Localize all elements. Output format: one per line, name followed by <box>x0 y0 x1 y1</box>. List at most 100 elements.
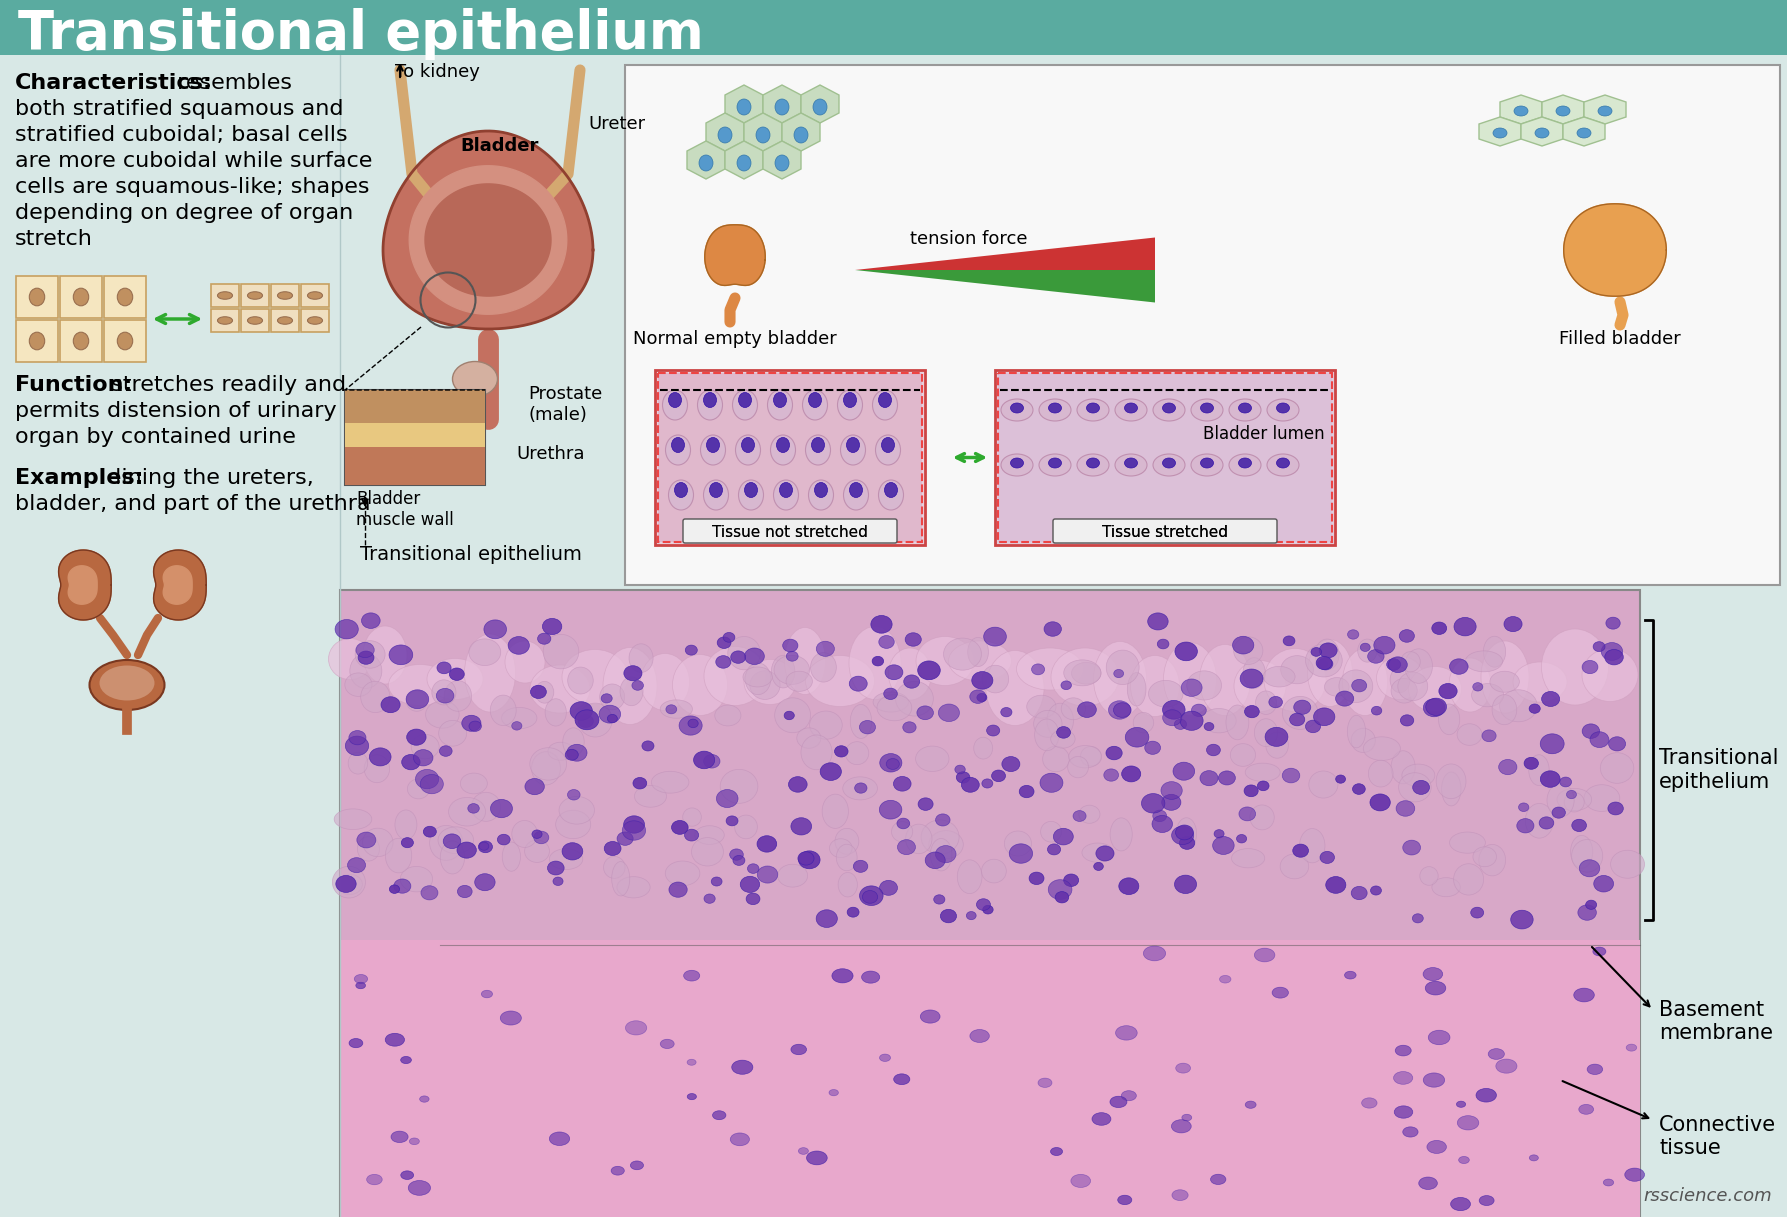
Ellipse shape <box>745 647 765 664</box>
Ellipse shape <box>502 842 520 871</box>
Ellipse shape <box>617 876 650 898</box>
Ellipse shape <box>767 389 792 420</box>
Ellipse shape <box>829 839 852 858</box>
Ellipse shape <box>390 645 413 664</box>
Ellipse shape <box>334 809 372 830</box>
Ellipse shape <box>1394 1071 1414 1084</box>
FancyBboxPatch shape <box>1053 518 1278 543</box>
Ellipse shape <box>1480 1195 1494 1206</box>
Ellipse shape <box>1514 662 1567 702</box>
Ellipse shape <box>758 836 777 852</box>
Ellipse shape <box>1179 711 1203 730</box>
Ellipse shape <box>366 1174 382 1184</box>
Ellipse shape <box>1578 905 1596 920</box>
Bar <box>658 372 922 542</box>
Ellipse shape <box>920 820 960 854</box>
Ellipse shape <box>1086 458 1099 469</box>
Ellipse shape <box>1437 764 1465 798</box>
Ellipse shape <box>983 666 1008 692</box>
Ellipse shape <box>357 651 373 664</box>
Ellipse shape <box>958 860 983 893</box>
Ellipse shape <box>547 862 565 875</box>
Ellipse shape <box>543 634 579 669</box>
Polygon shape <box>1480 117 1521 146</box>
Ellipse shape <box>218 292 232 299</box>
Ellipse shape <box>1201 403 1213 413</box>
Ellipse shape <box>1490 672 1519 692</box>
Ellipse shape <box>1428 1031 1449 1044</box>
Ellipse shape <box>1571 835 1592 868</box>
Ellipse shape <box>992 770 1006 781</box>
Text: rsscience.com: rsscience.com <box>1644 1187 1773 1205</box>
Text: Transitional epithelium: Transitional epithelium <box>18 9 704 60</box>
Ellipse shape <box>438 720 466 746</box>
Ellipse shape <box>1492 695 1517 725</box>
Ellipse shape <box>672 437 684 453</box>
Ellipse shape <box>1163 701 1185 719</box>
Bar <box>300 309 329 332</box>
Ellipse shape <box>772 655 795 688</box>
Ellipse shape <box>277 316 293 324</box>
Ellipse shape <box>449 797 486 826</box>
Ellipse shape <box>1594 641 1605 651</box>
Ellipse shape <box>879 393 892 408</box>
Ellipse shape <box>1115 399 1147 421</box>
Ellipse shape <box>307 316 322 324</box>
Ellipse shape <box>774 655 810 684</box>
Ellipse shape <box>436 689 454 703</box>
Ellipse shape <box>1422 699 1446 717</box>
Ellipse shape <box>1069 746 1101 768</box>
Ellipse shape <box>1004 831 1031 856</box>
Bar <box>241 309 270 332</box>
Ellipse shape <box>1426 699 1446 716</box>
Ellipse shape <box>1229 399 1262 421</box>
Text: lining the ureters,: lining the ureters, <box>107 469 315 488</box>
Ellipse shape <box>1163 458 1176 469</box>
Ellipse shape <box>881 437 895 453</box>
Ellipse shape <box>1401 714 1414 727</box>
Ellipse shape <box>1530 1155 1539 1161</box>
Ellipse shape <box>854 860 868 873</box>
Ellipse shape <box>1031 664 1045 674</box>
Ellipse shape <box>559 796 595 824</box>
Ellipse shape <box>604 841 622 856</box>
Ellipse shape <box>835 746 849 757</box>
Bar <box>658 372 922 542</box>
Ellipse shape <box>1576 128 1590 138</box>
Ellipse shape <box>1496 1059 1517 1073</box>
Ellipse shape <box>738 479 763 510</box>
Ellipse shape <box>1540 734 1564 753</box>
Ellipse shape <box>684 829 699 841</box>
Ellipse shape <box>981 859 1006 882</box>
Ellipse shape <box>1149 680 1183 707</box>
Ellipse shape <box>1480 845 1506 876</box>
Ellipse shape <box>1342 649 1387 716</box>
Ellipse shape <box>481 991 493 998</box>
Polygon shape <box>68 566 96 604</box>
Text: tension force: tension force <box>910 230 1028 248</box>
Ellipse shape <box>672 820 688 835</box>
Ellipse shape <box>1072 811 1086 821</box>
Ellipse shape <box>747 893 759 904</box>
Ellipse shape <box>808 393 822 408</box>
Ellipse shape <box>786 672 813 691</box>
Ellipse shape <box>561 650 627 705</box>
Ellipse shape <box>490 695 516 725</box>
Ellipse shape <box>701 434 726 465</box>
Bar <box>0 55 340 1217</box>
Ellipse shape <box>815 482 827 498</box>
Ellipse shape <box>1412 914 1422 922</box>
Ellipse shape <box>525 779 545 795</box>
Ellipse shape <box>665 862 701 886</box>
Polygon shape <box>1521 117 1564 146</box>
Ellipse shape <box>386 839 411 873</box>
Ellipse shape <box>1238 807 1256 820</box>
Ellipse shape <box>1190 399 1222 421</box>
Ellipse shape <box>969 638 988 667</box>
Ellipse shape <box>438 662 450 674</box>
Ellipse shape <box>1578 1104 1594 1115</box>
Text: depending on degree of organ: depending on degree of organ <box>14 203 354 223</box>
Text: To kidney: To kidney <box>395 63 481 82</box>
Ellipse shape <box>1267 399 1299 421</box>
Ellipse shape <box>400 867 432 892</box>
